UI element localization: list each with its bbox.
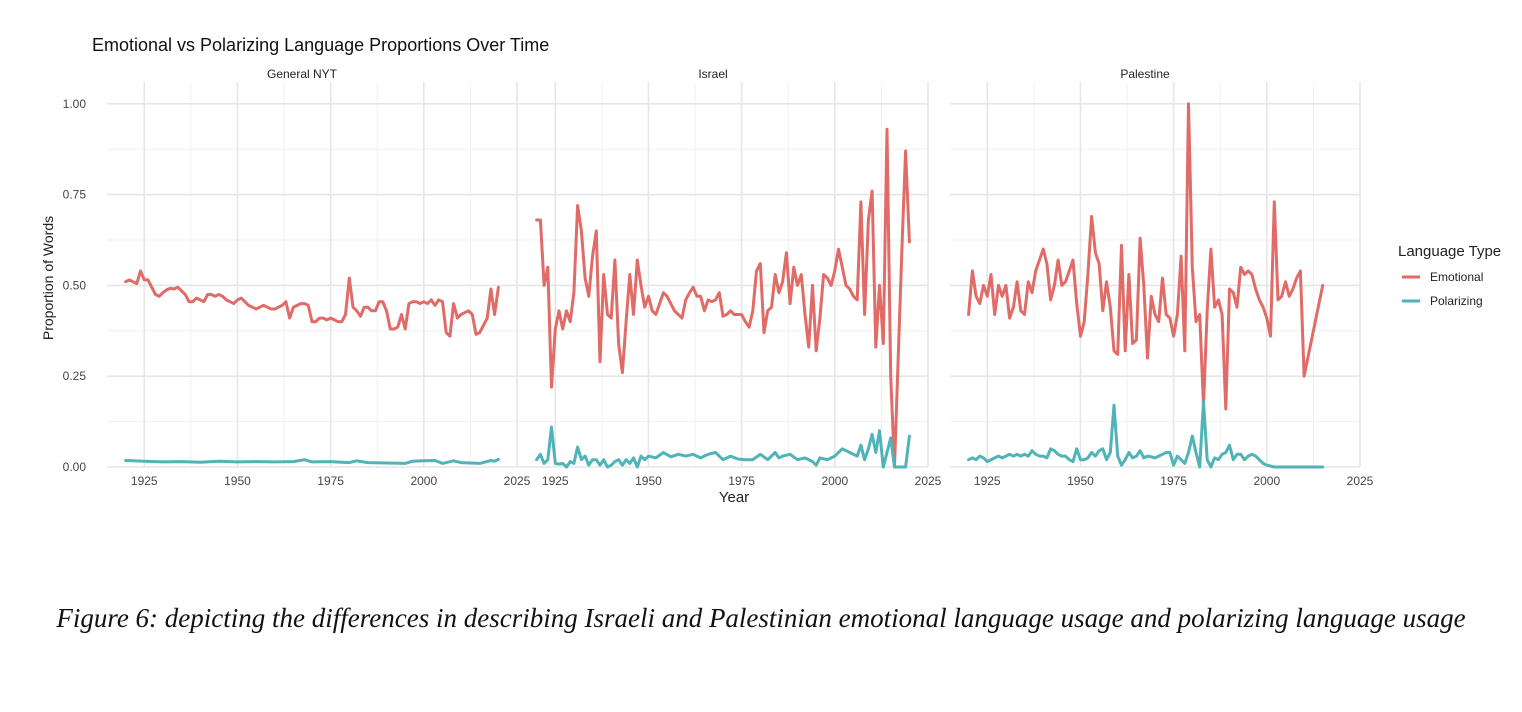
x-tick-label: 1950 xyxy=(1067,474,1094,488)
x-axis-label: Year xyxy=(719,489,749,506)
x-tick-label: 2000 xyxy=(821,474,848,488)
series-line-polarizing xyxy=(535,425,911,469)
y-tick-label: 0.50 xyxy=(63,278,87,292)
facet-label: Palestine xyxy=(1120,67,1170,81)
x-tick-label: 1950 xyxy=(224,474,251,488)
y-tick-label: 0.25 xyxy=(63,369,87,383)
series-line-emotional xyxy=(967,102,1325,411)
series-line-emotional xyxy=(535,127,911,469)
legend-title: Language Type xyxy=(1398,243,1501,260)
panel-israel: 1925 1950 1975 2000 2025 Israel xyxy=(518,67,942,488)
x-tick-label: 2025 xyxy=(504,474,531,488)
x-tick-label: 1975 xyxy=(1160,474,1187,488)
legend-label-polarizing: Polarizing xyxy=(1430,294,1483,308)
legend-label-emotional: Emotional xyxy=(1430,270,1483,284)
x-tick-label: 2025 xyxy=(1347,474,1374,488)
figure-caption: Figure 6: depicting the differences in d… xyxy=(56,603,1466,633)
panel-palestine: 1925 1950 1975 2000 2025 Palestine xyxy=(950,67,1374,488)
x-tick-label: 1925 xyxy=(974,474,1001,488)
facet-label: Israel xyxy=(698,67,727,81)
series-line-polarizing xyxy=(967,400,1325,469)
y-tick-label: 1.00 xyxy=(63,97,87,111)
panel-general-nyt: 1925 1950 1975 2000 2025 0.00 0.25 0.50 0.75 1.00… xyxy=(63,67,531,488)
legend: Language Type Emotional Polarizing xyxy=(1398,243,1501,308)
x-tick-label: 2000 xyxy=(1253,474,1280,488)
x-tick-label: 1975 xyxy=(728,474,755,488)
chart-title: Emotional vs Polarizing Language Proport… xyxy=(92,35,549,55)
faceted-line-chart: Emotional vs Polarizing Language Proport… xyxy=(40,35,1501,506)
series-line-polarizing xyxy=(124,457,500,465)
x-tick-label: 2025 xyxy=(915,474,942,488)
y-tick-label: 0.75 xyxy=(63,188,87,202)
x-tick-label: 1925 xyxy=(131,474,158,488)
x-tick-label: 1975 xyxy=(317,474,344,488)
y-tick-label: 0.00 xyxy=(63,460,87,474)
x-tick-label: 1925 xyxy=(542,474,569,488)
series-line-emotional xyxy=(124,269,500,338)
x-tick-label: 1950 xyxy=(635,474,662,488)
x-tick-label: 2000 xyxy=(410,474,437,488)
facet-label: General NYT xyxy=(267,67,338,81)
y-axis-label: Proportion of Words xyxy=(40,216,56,340)
